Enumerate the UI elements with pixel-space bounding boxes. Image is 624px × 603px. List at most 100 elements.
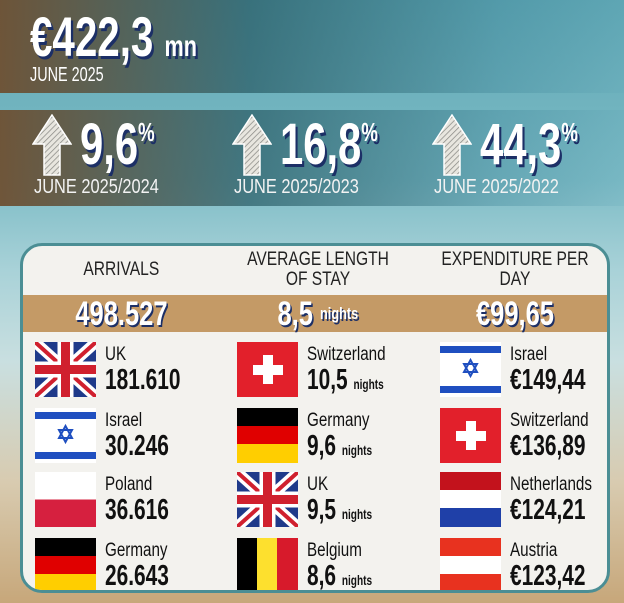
change-value: 9,6% (80, 112, 184, 178)
country-name: Netherlands (510, 474, 607, 496)
flag-austria-icon (440, 538, 501, 590)
text: ARRIVALS (83, 259, 159, 280)
text: 9,6 (80, 112, 139, 177)
text: UK (105, 344, 127, 365)
flag-belgium-icon (237, 538, 298, 590)
text: €123,42 (510, 560, 586, 592)
country-name: Israel (105, 410, 151, 432)
country-value: 36.616 (105, 494, 194, 527)
country-value: €124,21 (510, 494, 607, 527)
headline-number: €422,3 (30, 5, 154, 68)
country-item: Israel €149,44 (440, 342, 607, 398)
text: 9,6 (307, 430, 337, 462)
headline-period: JUNE 2025 (30, 64, 132, 87)
text: % (361, 117, 378, 147)
country-item: Israel 30.246 (35, 408, 225, 464)
country-item: UK 181.610 (31, 337, 225, 402)
change-label: JUNE 2025/2022 (434, 176, 586, 199)
country-name: Belgium (307, 540, 376, 562)
text: Netherlands (510, 474, 592, 495)
change-label: JUNE 2025/2024 (34, 176, 186, 199)
column-header: AVERAGE LENGTH OF STAY (220, 246, 416, 294)
flag-switzerland-icon (440, 408, 501, 463)
country-name: Austria (510, 540, 569, 562)
country-item: Switzerland 10,5 nights (237, 342, 427, 398)
country-value: €136,89 (510, 430, 607, 463)
flag-uk-icon (233, 467, 302, 532)
text: nights (320, 304, 359, 323)
text: Israel (105, 410, 143, 431)
country-value: 9,6 nights (307, 430, 397, 463)
flag-israel-icon (35, 408, 96, 463)
country-name: Switzerland (307, 344, 405, 366)
country-name: Switzerland (510, 410, 607, 432)
flag-germany-icon (237, 408, 298, 463)
change-value: 44,3% (480, 112, 616, 178)
country-value: 10,5 nights (307, 364, 414, 397)
text: nights (341, 506, 373, 522)
text: Switzerland (307, 344, 386, 365)
headline-period-text: JUNE 2025 (30, 64, 104, 86)
text: Austria (510, 540, 558, 561)
text: 16,8 (280, 112, 362, 177)
text: €149,44 (510, 364, 586, 396)
text: 36.616 (105, 494, 169, 526)
text: 44,3 (480, 112, 562, 177)
country-value: 30.246 (105, 430, 194, 463)
country-item: Poland 36.616 (35, 472, 225, 528)
text: 8,6 (307, 560, 337, 592)
text: EXPENDITURE PER DAY (441, 249, 589, 290)
change-value: 16,8% (280, 112, 416, 178)
text: Switzerland (510, 410, 589, 431)
arrow-up-icon (231, 113, 273, 181)
flag-switzerland-icon (237, 342, 298, 397)
country-value: 9,5 nights (307, 494, 397, 527)
text: nights (341, 572, 373, 588)
flag-netherlands-icon (440, 472, 501, 527)
flag-germany-icon (35, 538, 96, 590)
text: €136,89 (510, 430, 586, 462)
country-name: Germany (105, 540, 183, 562)
country-item: Switzerland €136,89 (440, 408, 607, 464)
arrow-up-icon (31, 113, 73, 181)
column-total: 498.527 (23, 295, 219, 333)
column-total: €99,65 (417, 295, 607, 333)
country-item: Belgium 8,6 nights (237, 538, 427, 592)
country-value: 8,6 nights (307, 560, 397, 592)
country-item: UK 9,5 nights (233, 467, 427, 532)
country-item: Austria €123,42 (440, 538, 607, 592)
text: % (138, 117, 155, 147)
column-total: 8,5 nights (220, 295, 416, 333)
column-header: ARRIVALS (23, 246, 219, 294)
text: Germany (105, 540, 168, 561)
text: 498.527 (74, 295, 168, 333)
text: €99,65 (476, 295, 554, 333)
text: JUNE 2025/2024 (34, 176, 159, 198)
change-stat: 9,6% JUNE 2025/2024 (31, 112, 222, 202)
text: 181.610 (105, 364, 181, 396)
changes-band (0, 110, 624, 206)
text: 8,5 (277, 295, 314, 333)
country-value: €149,44 (510, 364, 607, 397)
country-value: 26.643 (105, 560, 194, 590)
arrow-up-icon (431, 113, 473, 181)
flag-uk-icon (31, 337, 100, 402)
country-name: Israel (510, 344, 556, 366)
country-name: UK (105, 344, 131, 366)
flag-poland-icon (35, 472, 96, 527)
country-value: 181.610 (105, 364, 210, 397)
text: €124,21 (510, 494, 586, 526)
country-item: Germany 26.643 (35, 538, 225, 590)
text: 30.246 (105, 430, 169, 462)
text: nights (341, 442, 373, 458)
text: Israel (510, 344, 548, 365)
change-label: JUNE 2025/2023 (234, 176, 386, 199)
text: Poland (105, 474, 153, 495)
text: JUNE 2025/2022 (434, 176, 559, 198)
text: JUNE 2025/2023 (234, 176, 359, 198)
column-header: EXPENDITURE PER DAY (417, 246, 607, 294)
country-item: Germany 9,6 nights (237, 408, 427, 464)
text: % (561, 117, 578, 147)
text: 10,5 (307, 364, 348, 396)
country-name: Poland (105, 474, 164, 496)
